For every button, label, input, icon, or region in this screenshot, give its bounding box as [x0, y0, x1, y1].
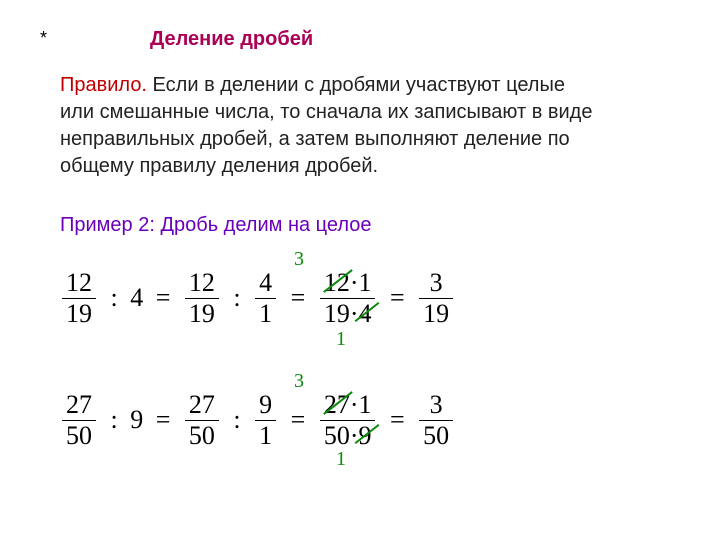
cancel-annot-bot: 1	[336, 448, 346, 471]
fraction-result: 3 50	[419, 390, 453, 451]
numerator: 4	[255, 268, 276, 299]
divide-op: :	[227, 405, 246, 435]
fraction: 27 50	[62, 390, 96, 451]
cancel-annot-bot: 1	[336, 328, 346, 351]
rule-paragraph: Правило. Если в делении с дробями участв…	[60, 72, 600, 180]
denominator: 19	[185, 299, 219, 329]
denominator: 50· 9	[320, 421, 376, 451]
num-b: 1	[358, 390, 371, 419]
den-a: 19	[324, 299, 350, 328]
equation-2: 27 50 : 9 = 27 50 : 9 1 = 27 ·1 50· 9 = …	[60, 390, 455, 451]
divide-op: :	[105, 283, 124, 313]
integer: 4	[130, 283, 143, 313]
rule-prefix: Правило.	[60, 74, 147, 96]
dot-op: ·	[350, 421, 359, 450]
fraction: 12 ·1 19· 4	[320, 268, 376, 329]
integer: 9	[130, 405, 143, 435]
fraction-result: 3 19	[419, 268, 453, 329]
equals-op: =	[150, 283, 177, 313]
equals-op: =	[150, 405, 177, 435]
num-b: 1	[358, 268, 371, 297]
denominator: 19· 4	[320, 299, 376, 329]
cancel-bot: 4	[358, 299, 371, 329]
dot-op: ·	[350, 299, 359, 328]
fraction: 27 50	[185, 390, 219, 451]
numerator: 3	[419, 390, 453, 421]
divide-op: :	[105, 405, 124, 435]
numerator: 3	[419, 268, 453, 299]
cancel-top: 12	[324, 268, 350, 298]
denominator: 1	[255, 421, 276, 451]
denominator: 50	[62, 421, 96, 451]
numerator: 12 ·1	[320, 268, 376, 299]
page-title: Деление дробей	[150, 28, 313, 51]
denominator: 50	[185, 421, 219, 451]
numerator: 12	[62, 268, 96, 299]
cancel-annot-top: 3	[294, 248, 304, 271]
equals-op: =	[285, 405, 312, 435]
asterisk: *	[40, 28, 47, 49]
equals-op: =	[384, 283, 411, 313]
denominator: 50	[419, 421, 453, 451]
cancel-top: 27	[324, 390, 350, 420]
fraction: 9 1	[255, 390, 276, 451]
fraction: 27 ·1 50· 9	[320, 390, 376, 451]
example-label: Пример 2: Дробь делим на целое	[60, 214, 372, 237]
numerator: 12	[185, 268, 219, 299]
divide-op: :	[227, 283, 246, 313]
den-a: 50	[324, 421, 350, 450]
numerator: 27	[185, 390, 219, 421]
fraction: 12 19	[62, 268, 96, 329]
fraction: 12 19	[185, 268, 219, 329]
fraction: 4 1	[255, 268, 276, 329]
cancel-annot-top: 3	[294, 370, 304, 393]
numerator: 27	[62, 390, 96, 421]
equals-op: =	[384, 405, 411, 435]
cancel-bot: 9	[358, 421, 371, 451]
numerator: 27 ·1	[320, 390, 376, 421]
denominator: 1	[255, 299, 276, 329]
equation-1: 12 19 : 4 = 12 19 : 4 1 = 12 ·1 19· 4 = …	[60, 268, 455, 329]
denominator: 19	[419, 299, 453, 329]
numerator: 9	[255, 390, 276, 421]
equals-op: =	[285, 283, 312, 313]
denominator: 19	[62, 299, 96, 329]
